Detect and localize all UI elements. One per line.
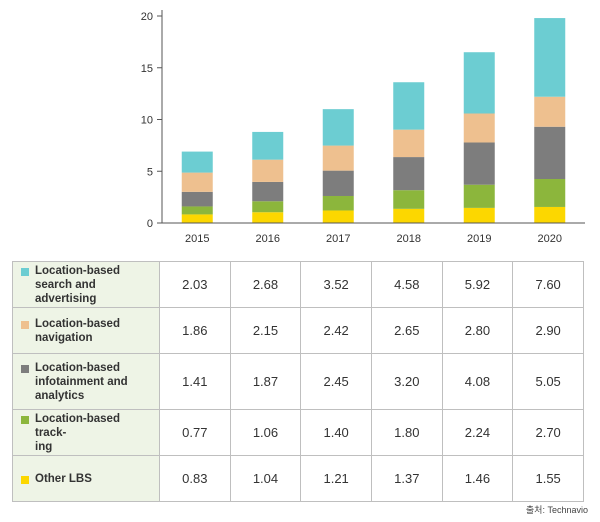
table-cell: 1.04 <box>229 455 302 502</box>
legend-label: Location-based navigation <box>35 317 120 344</box>
table-cell: 1.41 <box>159 353 231 410</box>
bar-segment <box>463 52 495 114</box>
bar-segment <box>463 142 495 185</box>
table-cell: 1.37 <box>370 455 443 502</box>
table-cell: 4.08 <box>441 353 514 410</box>
legend-swatch <box>21 475 29 484</box>
bar-segment <box>393 190 425 209</box>
table-cell: 1.86 <box>159 307 231 354</box>
legend-swatch <box>21 267 29 276</box>
y-tick-label: 10 <box>141 115 153 127</box>
bar-segment <box>252 201 284 213</box>
y-tick-label: 20 <box>141 11 153 23</box>
bar-segment <box>181 151 213 173</box>
table-cell: 2.70 <box>512 409 584 456</box>
bar-segment <box>393 157 425 191</box>
bar-segment <box>393 82 425 130</box>
table-cell: 2.65 <box>370 307 443 354</box>
legend-swatch <box>21 320 29 329</box>
bar-segment <box>534 126 566 180</box>
table-cell: 1.21 <box>300 455 372 502</box>
y-tick-label: 0 <box>147 218 153 230</box>
bar-segment <box>181 172 213 192</box>
bar-segment <box>463 184 495 208</box>
bar-segment <box>534 96 566 127</box>
y-tick-label: 15 <box>141 63 153 75</box>
table-cell: 1.55 <box>512 455 584 502</box>
table-row-infotainment: Location-based infotainment and analytic… <box>12 353 584 410</box>
legend-cell: Other LBS <box>12 455 160 502</box>
bars <box>181 18 566 223</box>
x-tick-label: 2020 <box>538 233 562 245</box>
table-cell: 2.24 <box>441 409 514 456</box>
bar-segment <box>252 159 284 182</box>
bar-segment <box>181 206 213 215</box>
bar-segment <box>181 214 213 223</box>
bar-segment <box>393 208 425 223</box>
bar-segment <box>322 195 354 211</box>
x-axis: 2015 2016 2017 2018 2019 2020 <box>162 222 585 245</box>
table-cell: 2.45 <box>300 353 372 410</box>
table-cell: 2.42 <box>300 307 372 354</box>
legend-cell: Location-based navigation <box>12 307 160 354</box>
bar-segment <box>322 109 354 146</box>
legend-label: Other LBS <box>35 472 92 485</box>
table-cell: 5.92 <box>441 261 514 308</box>
table-cell: 1.87 <box>229 353 302 410</box>
legend-cell: Location-based infotainment and analytic… <box>12 353 160 410</box>
bar-segment <box>181 191 213 207</box>
table-cell: 3.52 <box>300 261 372 308</box>
table-cell: 3.20 <box>370 353 443 410</box>
table-cell: 2.68 <box>229 261 302 308</box>
bar-segment <box>322 210 354 223</box>
table-row-other-lbs: Other LBS 0.83 1.04 1.21 1.37 1.46 1.55 <box>12 455 584 502</box>
bar-segment <box>322 170 354 196</box>
table-row-search-advertising: Location-based search and advertising 2.… <box>12 261 584 308</box>
table-cell: 2.90 <box>512 307 584 354</box>
table-cell: 2.80 <box>441 307 514 354</box>
table-row-navigation: Location-based navigation 1.86 2.15 2.42… <box>12 307 584 354</box>
data-table: Location-based search and advertising 2.… <box>12 261 584 502</box>
bar-segment <box>322 145 354 171</box>
x-tick-label: 2018 <box>397 233 421 245</box>
bar-segment <box>252 131 284 160</box>
stacked-bar-chart: 0 5 10 15 20 2015 2016 2017 2018 2019 2020 <box>141 10 585 245</box>
legend-label: Location-based search and advertising <box>35 264 120 305</box>
legend-label: Location-based infotainment and analytic… <box>35 361 128 402</box>
x-tick-label: 2015 <box>185 233 209 245</box>
table-cell: 1.06 <box>229 409 302 456</box>
bar-segment <box>534 18 566 97</box>
source-note: 출처: Technavio <box>525 505 588 515</box>
bar-segment <box>252 181 284 202</box>
table-cell: 0.83 <box>159 455 231 502</box>
x-tick-label: 2016 <box>256 233 280 245</box>
legend-swatch <box>21 364 29 373</box>
table-cell: 2.03 <box>159 261 231 308</box>
table-cell: 1.46 <box>441 455 514 502</box>
x-tick-label: 2017 <box>326 233 350 245</box>
table-cell: 0.77 <box>159 409 231 456</box>
bar-segment <box>463 113 495 143</box>
legend-swatch <box>21 415 29 424</box>
y-axis: 0 5 10 15 20 <box>141 10 163 230</box>
bar-segment <box>534 179 566 207</box>
table-cell: 1.80 <box>370 409 443 456</box>
legend-label: Location-based track- ing <box>35 412 120 453</box>
table-cell: 2.15 <box>229 307 302 354</box>
bar-segment <box>463 207 495 223</box>
y-tick-label: 5 <box>147 166 153 178</box>
bar-segment <box>252 212 284 223</box>
table-cell: 4.58 <box>370 261 443 308</box>
table-cell: 5.05 <box>512 353 584 410</box>
legend-cell: Location-based search and advertising <box>12 261 160 308</box>
table-row-tracking: Location-based track- ing 0.77 1.06 1.40… <box>12 409 584 456</box>
table-cell: 1.40 <box>300 409 372 456</box>
table-cell: 7.60 <box>512 261 584 308</box>
bar-segment <box>393 129 425 158</box>
x-tick-label: 2019 <box>467 233 491 245</box>
bar-segment <box>534 206 566 223</box>
legend-cell: Location-based track- ing <box>12 409 160 456</box>
